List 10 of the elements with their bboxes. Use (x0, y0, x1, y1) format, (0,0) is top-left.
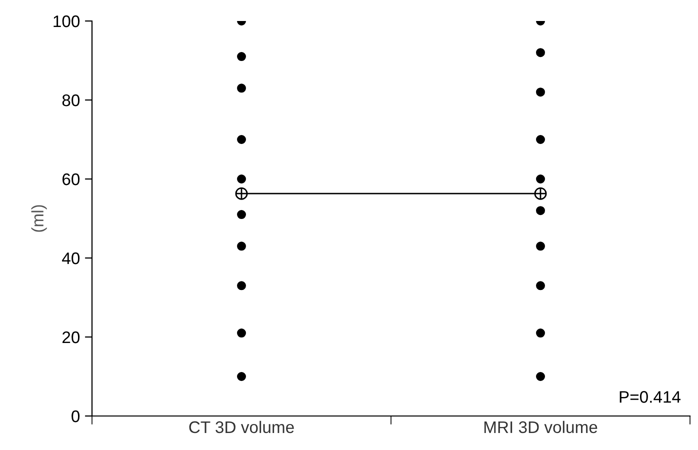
x-tick-label: CT 3D volume (189, 420, 294, 434)
y-tick-label: 20 (62, 331, 80, 344)
y-tick-label: 0 (72, 410, 80, 422)
y-axis-title: (ml) (31, 205, 47, 232)
annotation: P=0.414 (620, 391, 681, 403)
y-tick-label: 60 (62, 173, 80, 186)
y-tick-label: 40 (62, 252, 80, 264)
y-tick-label: 80 (62, 94, 80, 106)
y-tick-label: 100 (54, 15, 80, 28)
x-tick-label: MRI 3D volume (484, 420, 598, 434)
